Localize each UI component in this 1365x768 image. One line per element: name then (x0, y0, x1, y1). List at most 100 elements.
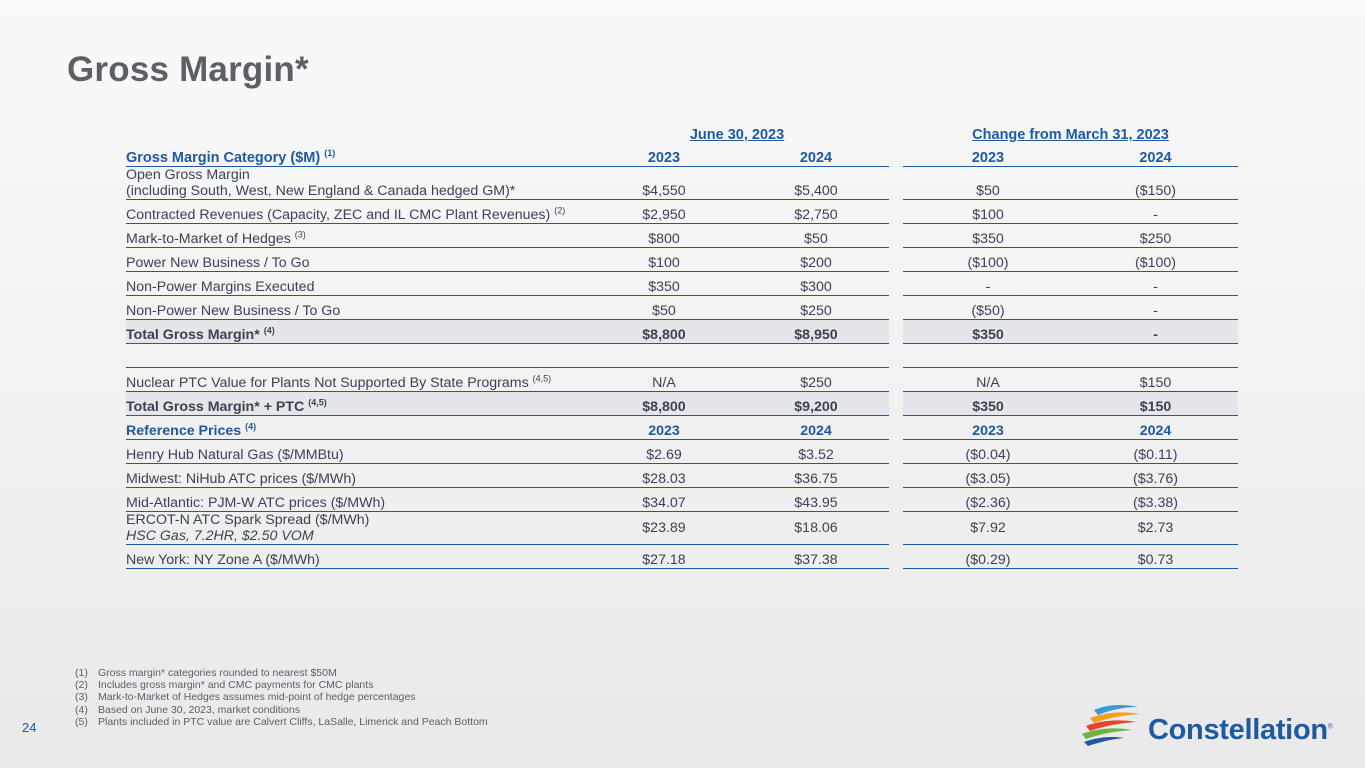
footnotes: (1) Gross margin* categories rounded to n… (75, 667, 488, 728)
cell-value: $200 (743, 247, 889, 272)
cell-value: ($0.04) (903, 439, 1073, 464)
row-label: Mark-to-Market of Hedges (126, 231, 291, 247)
footnote-text: Plants included in PTC value are Calvert… (98, 715, 488, 728)
cell-value: ($150) (1073, 166, 1238, 200)
row-label: Non-Power New Business / To Go (126, 295, 585, 320)
footnote-key: (2) (75, 679, 88, 692)
year-header: 2024 (1073, 415, 1238, 440)
cell-value: $150 (1073, 367, 1238, 392)
footnote-key: (1) (75, 667, 88, 679)
cell-value: $50 (903, 166, 1073, 200)
cell-value: $100 (585, 247, 743, 272)
separator-row (126, 343, 1238, 368)
row-note: (4) (263, 325, 275, 336)
cell-value: ($3.38) (1073, 487, 1238, 512)
row-label: Nuclear PTC Value for Plants Not Support… (126, 375, 529, 391)
row-label: Midwest: NiHub ATC prices ($/MWh) (126, 463, 585, 488)
year-header: 2024 (743, 143, 889, 167)
total-ptc-row: Total Gross Margin* + PTC (4,5) $8,800 $… (126, 391, 1238, 416)
logo-name: Constellation (1148, 714, 1328, 746)
footnote-text: Mark-to-Market of Hedges assumes mid-poi… (98, 691, 416, 704)
cell-value: $350 (585, 271, 743, 296)
cell-value: N/A (903, 367, 1073, 392)
cell-value: $8,950 (743, 319, 889, 344)
row-label-sub: HSC Gas, 7.2HR, $2.50 VOM (126, 528, 314, 544)
table-row: New York: NY Zone A ($/MWh) $27.18 $37.3… (126, 544, 1238, 569)
table-row: Henry Hub Natural Gas ($/MMBtu) $2.69 $3… (126, 439, 1238, 464)
table-row: Nuclear PTC Value for Plants Not Support… (126, 367, 1238, 392)
cell-value: ($100) (903, 247, 1073, 272)
cell-value: $250 (743, 295, 889, 320)
year-header: 2023 (585, 143, 743, 167)
cell-value: $8,800 (585, 391, 743, 416)
footnote-text: Gross margin* categories rounded to near… (98, 667, 337, 679)
footnote-key: (5) (75, 715, 88, 728)
page-title: Gross Margin* (67, 50, 309, 89)
cell-value: $7.92 (903, 511, 1073, 545)
cell-value: $2,750 (743, 199, 889, 224)
year-header: 2024 (743, 415, 889, 440)
category-header-note: (1) (324, 148, 336, 159)
cell-value: $300 (743, 271, 889, 296)
cell-value: $100 (903, 199, 1073, 224)
group-header-row: June 30, 2023 Change from March 31, 2023 (126, 120, 1238, 143)
cell-value: $4,550 (585, 166, 743, 200)
reference-note: (4) (245, 421, 257, 432)
cell-value: $50 (743, 223, 889, 248)
cell-value: $50 (585, 295, 743, 320)
cell-value: $350 (903, 391, 1073, 416)
table-row: Power New Business / To Go $100 $200 ($1… (126, 247, 1238, 272)
cell-value: ($2.36) (903, 487, 1073, 512)
row-label: Mid-Atlantic: PJM-W ATC prices ($/MWh) (126, 487, 585, 512)
row-label: ERCOT-N ATC Spark Spread ($/MWh) (126, 512, 370, 528)
row-note: (4,5) (532, 373, 552, 384)
constellation-logo: Constellation® (1080, 702, 1340, 750)
footnote: (5) Plants included in PTC value are Calv… (75, 716, 488, 728)
total-row: Total Gross Margin* (4) $8,800 $8,950 $3… (126, 319, 1238, 344)
cell-value: $2.73 (1073, 511, 1238, 545)
cell-value: $2,950 (585, 199, 743, 224)
page-number: 24 (22, 720, 37, 735)
table-row: Open Gross Margin (including South, West,… (126, 166, 1238, 200)
cell-value: $250 (743, 367, 889, 392)
cell-value: ($0.11) (1073, 439, 1238, 464)
footnote-text: Includes gross margin* and CMC payments … (98, 679, 374, 692)
footnote: (1) Gross margin* categories rounded to n… (75, 667, 488, 679)
footnote-key: (3) (75, 691, 88, 704)
table-row: Midwest: NiHub ATC prices ($/MWh) $28.03… (126, 463, 1238, 488)
cell-value: $23.89 (585, 511, 743, 545)
cell-value: $350 (903, 223, 1073, 248)
cell-value: $28.03 (585, 463, 743, 488)
cell-value: $36.75 (743, 463, 889, 488)
cell-value: $37.38 (743, 544, 889, 569)
row-label: Open Gross Margin (126, 167, 250, 183)
row-label: New York: NY Zone A ($/MWh) (126, 544, 585, 569)
reference-header-row: Reference Prices (4) 2023 2024 2023 2024 (126, 415, 1238, 440)
cell-value: $150 (1073, 391, 1238, 416)
cell-value: ($3.76) (1073, 463, 1238, 488)
table-row: Mid-Atlantic: PJM-W ATC prices ($/MWh) $… (126, 487, 1238, 512)
row-label: Non-Power Margins Executed (126, 271, 585, 296)
category-header: Gross Margin Category ($M) (126, 150, 321, 166)
row-label: Henry Hub Natural Gas ($/MMBtu) (126, 439, 585, 464)
cell-value: $2.69 (585, 439, 743, 464)
group-change: Change from March 31, 2023 (972, 127, 1169, 143)
cell-value: - (1073, 319, 1238, 344)
year-header: 2023 (903, 143, 1073, 167)
cell-value: $3.52 (743, 439, 889, 464)
cell-value: - (1073, 295, 1238, 320)
cell-value: ($0.29) (903, 544, 1073, 569)
year-header: 2023 (903, 415, 1073, 440)
logo-wordmark: Constellation® (1148, 714, 1333, 747)
cell-value: $43.95 (743, 487, 889, 512)
group-june: June 30, 2023 (689, 127, 785, 143)
footnote-text: Based on June 30, 2023, market condition… (98, 703, 300, 716)
cell-value: $0.73 (1073, 544, 1238, 569)
year-header: 2024 (1073, 143, 1238, 167)
row-note: (2) (554, 205, 566, 216)
table-row: Contracted Revenues (Capacity, ZEC and I… (126, 199, 1238, 224)
row-label: Total Gross Margin* + PTC (126, 399, 305, 415)
cell-value: ($50) (903, 295, 1073, 320)
row-note: (3) (294, 229, 306, 240)
cell-value: $5,400 (743, 166, 889, 200)
